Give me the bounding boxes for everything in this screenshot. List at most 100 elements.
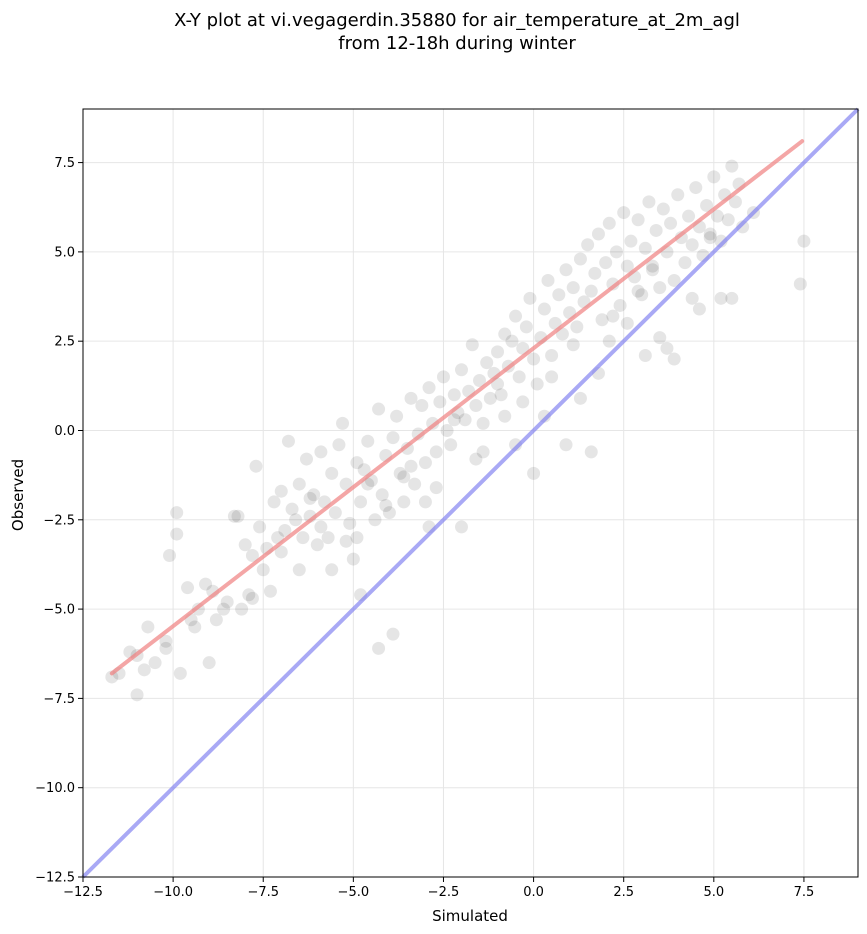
scatter-point [404, 459, 418, 473]
plot-frame [82, 108, 859, 878]
scatter-point [678, 256, 692, 270]
scatter-point [281, 434, 295, 448]
scatter-point [591, 227, 605, 241]
y-axis-ticks: −12.5 −10.0 −7.5 −5.0 −2.5 0.0 2.5 5.0 7.5 [35, 156, 83, 886]
scatter-point [325, 466, 339, 480]
scatter-point [617, 206, 631, 220]
scatter-point [263, 584, 277, 598]
y-tick-label: −12.5 [35, 871, 75, 886]
scatter-point [188, 620, 202, 634]
scatter-point [703, 227, 717, 241]
scatter-point [220, 595, 234, 609]
scatter-point [620, 316, 634, 330]
scatter-point [714, 234, 728, 248]
scatter-point [527, 466, 541, 480]
scatter-point [332, 438, 346, 452]
scatter-point [588, 266, 602, 280]
x-axis-label: Simulated [432, 907, 508, 925]
scatter-point [454, 520, 468, 534]
scatter-point [512, 370, 526, 384]
scatter-point [505, 334, 519, 348]
scatter-point [559, 263, 573, 277]
scatter-point [386, 431, 400, 445]
scatter-point [173, 666, 187, 680]
scatter-point [354, 495, 368, 509]
scatter-point [710, 209, 724, 223]
scatter-point [646, 263, 660, 277]
scatter-point [653, 281, 667, 295]
scatter-point [473, 373, 487, 387]
scatter-point [231, 509, 245, 523]
scatter-point [595, 313, 609, 327]
scatter-point [631, 213, 645, 227]
y-tick-label: 0.0 [54, 424, 75, 439]
scatter-point [638, 348, 652, 362]
scatter-point [685, 291, 699, 305]
scatter-point [584, 445, 598, 459]
scatter-point [620, 259, 634, 273]
scatter-point [253, 520, 267, 534]
scatter-point [390, 409, 404, 423]
scatter-point [105, 670, 119, 684]
scatter-point [606, 309, 620, 323]
scatter-point [321, 531, 335, 545]
scatter-point [721, 213, 735, 227]
scatter-point [494, 388, 508, 402]
scatter-point [289, 513, 303, 527]
scatter-point [249, 459, 263, 473]
scatter-point [346, 552, 360, 566]
scatter-point [444, 438, 458, 452]
scatter-point [516, 395, 530, 409]
y-tick-label: 2.5 [54, 335, 75, 350]
scatter-point [581, 238, 595, 252]
x-axis-ticks: −12.5 −10.0 −7.5 −5.0 −2.5 0.0 2.5 5.0 7.5 [63, 877, 814, 900]
scatter-point [256, 563, 270, 577]
scatter-point [447, 388, 461, 402]
scatter-point [638, 241, 652, 255]
scatter-point [613, 298, 627, 312]
scatter-point [368, 513, 382, 527]
scatter-point [509, 309, 523, 323]
y-tick-label: −7.5 [43, 692, 75, 707]
scatter-point [404, 391, 418, 405]
y-tick-label: −10.0 [35, 781, 75, 796]
grid [82, 109, 858, 878]
scatter-point [660, 341, 674, 355]
scatter-point [418, 495, 432, 509]
scatter-point [689, 181, 703, 195]
scatter-point [292, 477, 306, 491]
scatter-point [656, 202, 670, 216]
scatter-point [436, 370, 450, 384]
scatter-point [671, 188, 685, 202]
scatter-point [624, 234, 638, 248]
scatter-point [653, 331, 667, 345]
reference-lines [81, 107, 860, 879]
scatter-point [465, 338, 479, 352]
scatter-point [181, 581, 195, 595]
scatter-point [707, 170, 721, 184]
scatter-point [692, 302, 706, 316]
scatter-point [725, 291, 739, 305]
scatter-point [498, 409, 512, 423]
scatter-point [375, 488, 389, 502]
scatter-point [491, 345, 505, 359]
scatter-point [573, 391, 587, 405]
scatter-point [307, 488, 321, 502]
scatter-point [545, 370, 559, 384]
scatter-point [642, 195, 656, 209]
scatter-point [350, 456, 364, 470]
scatter-point [519, 320, 533, 334]
scatter-point [700, 198, 714, 212]
scatter-point [199, 577, 213, 591]
scatter-point [274, 545, 288, 559]
y-tick-label: −2.5 [43, 513, 75, 528]
scatter-point [523, 291, 537, 305]
x-tick-label: 0.0 [523, 885, 544, 900]
chart-title: X-Y plot at vi.vegagerdin.35880 for air_… [174, 10, 740, 31]
scatter-point [242, 588, 256, 602]
scatter-point [245, 549, 259, 563]
scatter-point [397, 495, 411, 509]
scatter-point [339, 477, 353, 491]
x-tick-label: −5.0 [338, 885, 370, 900]
scatter-point [498, 327, 512, 341]
